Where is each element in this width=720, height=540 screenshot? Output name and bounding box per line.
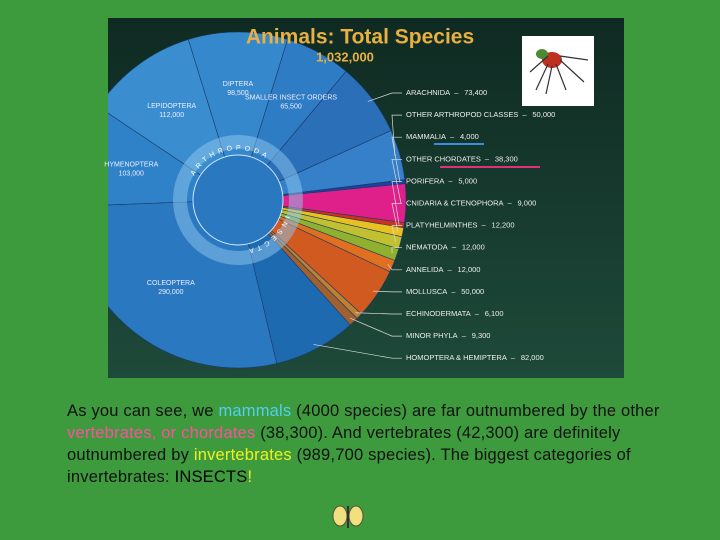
legend-label: ECHINODERMATA: [406, 309, 471, 318]
legend-label: OTHER ARTHROPOD CLASSES: [406, 110, 518, 119]
slice-label: DIPTERA: [223, 81, 254, 88]
legend-label: MOLLUSCA: [406, 287, 447, 296]
legend-label: PLATYHELMINTHES: [406, 221, 478, 230]
legend-label: ARACHNIDA: [406, 88, 450, 97]
caption-highlight: INSECTS: [174, 468, 248, 486]
legend-dash: –: [475, 309, 480, 318]
pie-slice: [237, 39, 347, 201]
leader-line: [391, 136, 402, 183]
value-label: 12,000: [458, 265, 481, 274]
caption-highlight: invertebrates: [193, 446, 292, 464]
value-label: 50,000: [532, 110, 555, 119]
caption-text: (4000 species) are far outnumbered by th…: [291, 402, 660, 420]
legend-dash: –: [454, 88, 459, 97]
legend-dash: –: [451, 287, 456, 296]
slice-value-label: 65,500: [280, 103, 302, 110]
legend-label: NEMATODA: [406, 243, 448, 252]
leader-line: [391, 158, 402, 204]
legend-dash: –: [522, 110, 527, 119]
caption-text: (38,300). And vertebrates (42,300) are d…: [67, 424, 621, 464]
slice-value-label: 103,000: [119, 171, 144, 178]
value-label: 6,100: [485, 309, 504, 318]
leader-line: [391, 247, 402, 254]
slice-value-label: 290,000: [158, 289, 183, 296]
legend-label: HOMOPTERA & HEMIPTERA: [406, 353, 507, 362]
caption-highlight: vertebrates, or chordates: [67, 424, 256, 442]
leader-line: [391, 181, 402, 225]
slice-value-label: 98,500: [227, 90, 249, 97]
legend-label: ANNELIDA: [406, 265, 444, 274]
leader-line: [350, 317, 402, 337]
leader-line: [391, 225, 402, 242]
leader-line: [373, 290, 402, 293]
value-label: 82,000: [521, 353, 544, 362]
legend-label: MINOR PHYLA: [406, 331, 458, 340]
value-label: 12,000: [462, 243, 485, 252]
value-label: 5,000: [458, 176, 477, 185]
legend-dash: –: [511, 353, 516, 362]
legend-label: OTHER CHORDATES: [406, 154, 481, 163]
legend-dash: –: [462, 331, 467, 340]
butterfly-icon: [332, 505, 364, 528]
legend-dash: –: [482, 221, 487, 230]
caption-text: (989,700 species). The biggest categorie…: [67, 446, 631, 486]
value-label: 9,000: [518, 198, 537, 207]
legend-dash: –: [448, 265, 453, 274]
value-label: 12,200: [492, 221, 515, 230]
chart-subtitle: 1,032,000: [316, 49, 374, 64]
legend-dash: –: [450, 132, 455, 141]
legend-dash: –: [508, 198, 513, 207]
caption: As you can see, we mammals (4000 species…: [67, 400, 707, 488]
value-label: 9,300: [472, 331, 491, 340]
value-label: 50,000: [461, 287, 484, 296]
legend-dash: –: [452, 243, 457, 252]
spider-icon: [522, 36, 594, 106]
slice-value-label: 112,000: [159, 112, 184, 119]
leader-line: [391, 203, 402, 232]
value-label: 4,000: [460, 132, 479, 141]
slice-label: LEPIDOPTERA: [147, 103, 196, 110]
legend-dash: –: [448, 176, 453, 185]
legend-label: PORIFERA: [406, 176, 444, 185]
legend-label: MAMMALIA: [406, 132, 446, 141]
inner-ring: [173, 135, 303, 265]
leader-line: [387, 263, 402, 271]
caption-highlight: mammals: [218, 402, 292, 420]
caption-text: !: [247, 468, 253, 486]
slice-label: SMALLER INSECT ORDERS: [245, 94, 337, 101]
slice-label: COLEOPTERA: [147, 280, 195, 287]
leader-line: [355, 312, 402, 315]
value-label: 38,300: [495, 154, 518, 163]
leader-line: [391, 114, 402, 156]
legend-dash: –: [485, 154, 490, 163]
value-label: 73,400: [464, 88, 487, 97]
caption-text: As you can see, we: [67, 402, 219, 420]
legend-label: CNIDARIA & CTENOPHORA: [406, 198, 504, 207]
pie-slice: [187, 31, 288, 202]
chart-title: Animals: Total Species: [246, 26, 474, 49]
leader-line: [313, 344, 402, 359]
leader-line: [367, 92, 402, 102]
inner-core: [192, 154, 284, 246]
slice-label: HYMENOPTERA: [104, 162, 158, 169]
